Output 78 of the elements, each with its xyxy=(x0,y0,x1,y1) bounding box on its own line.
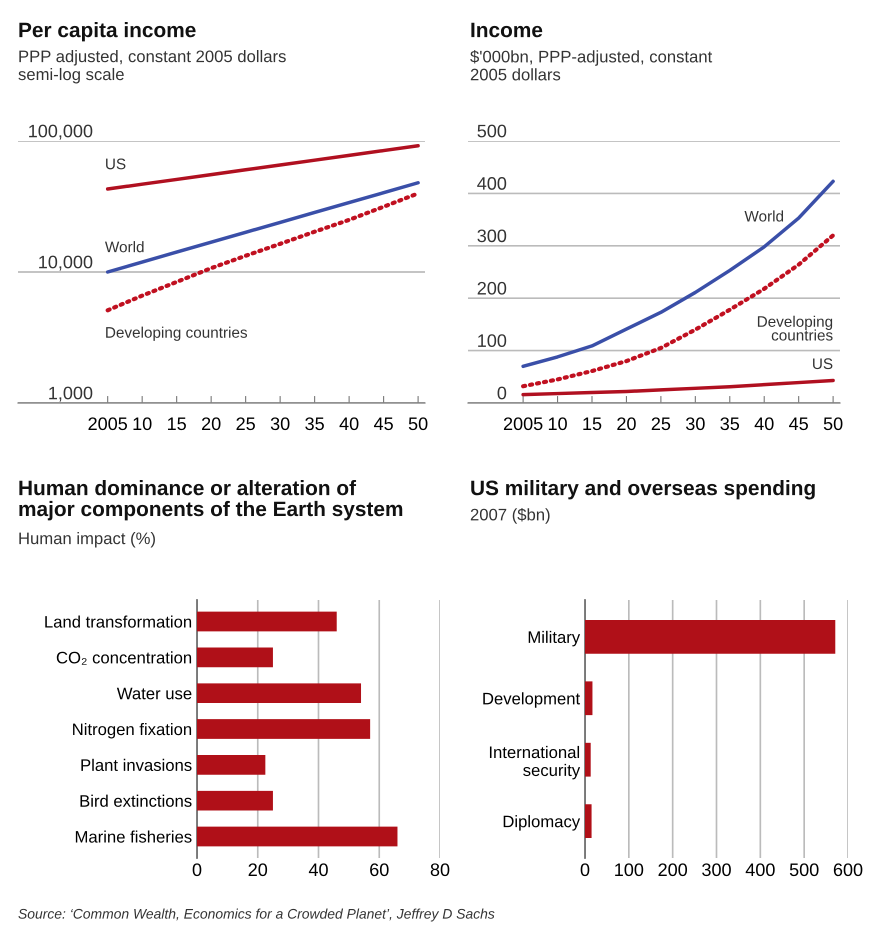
chart-subtitle: Human impact (%) xyxy=(19,532,155,548)
x-tick-label: 45 xyxy=(374,418,393,430)
bar xyxy=(197,683,362,704)
source-note: Source: ‘Common Wealth, Economics for a Crowded Planet’, Jeffrey D Sachs xyxy=(18,908,495,922)
chart-title: Per capita income xyxy=(19,22,196,42)
y-tick-label: 400 xyxy=(477,177,506,190)
chart-title: US military and overseas spending xyxy=(471,480,815,500)
bar xyxy=(197,790,273,811)
bar xyxy=(585,681,592,716)
y-tick-label: 1,000 xyxy=(49,386,92,402)
x-tick-label: 15 xyxy=(168,418,186,430)
y-tick-label: Marine fisheries xyxy=(76,830,192,843)
y-tick-label: 500 xyxy=(477,124,506,138)
x-tick-label: 25 xyxy=(236,417,255,430)
series-label: Developing countries xyxy=(758,316,833,341)
y-tick-label: Nitrogen fixation xyxy=(73,722,192,738)
x-tick-label: 10 xyxy=(548,417,567,430)
x-tick-label: 40 xyxy=(754,417,774,430)
y-tick-label: Development xyxy=(483,692,580,708)
x-tick-label: 2005 xyxy=(88,417,128,430)
x-tick-label: 20 xyxy=(617,417,636,430)
series-label: US xyxy=(813,358,832,370)
x-tick-label: 300 xyxy=(702,863,731,876)
y-tick-label: Bird extinctions xyxy=(80,794,192,807)
x-tick-label: 35 xyxy=(720,417,740,430)
y-tick-label: 200 xyxy=(478,282,506,295)
y-tick-label: Military xyxy=(528,630,580,646)
x-tick-label: 20 xyxy=(202,417,220,430)
x-tick-label: 200 xyxy=(658,863,688,876)
y-tick-label: 0 xyxy=(498,386,506,400)
y-tick-label: 100 xyxy=(478,334,506,348)
x-tick-label: 30 xyxy=(270,417,290,430)
x-tick-label: 500 xyxy=(790,863,819,876)
x-tick-label: 400 xyxy=(746,863,775,876)
x-tick-label: 25 xyxy=(652,417,670,430)
x-tick-label: 50 xyxy=(408,417,428,430)
x-tick-label: 35 xyxy=(305,417,324,430)
series-label: World xyxy=(104,241,144,252)
x-tick-label: 50 xyxy=(824,417,842,430)
bar xyxy=(197,719,370,739)
chart-subtitle: $'000bn, PPP-adjusted, constant 2005 dollars xyxy=(470,50,712,80)
chart-title: Human dominance or alteration of major components of the Earth system xyxy=(19,480,402,520)
series-label: Developing countries xyxy=(106,326,248,341)
x-tick-label: 0 xyxy=(580,863,590,876)
y-tick-label: Water use xyxy=(116,688,192,700)
y-tick-label: CO₂ concentration xyxy=(56,651,192,665)
chart-subtitle: PPP adjusted, constant 2005 dollars semi-log scale xyxy=(18,50,286,84)
bar xyxy=(585,742,591,777)
y-tick-label: 10,000 xyxy=(39,256,92,271)
series-label: World xyxy=(744,210,784,222)
y-tick-label: International security xyxy=(490,746,580,780)
chart-subtitle: 2007 ($bn) xyxy=(470,508,550,524)
y-tick-label: Diplomacy xyxy=(504,815,580,831)
y-tick-label: 100,000 xyxy=(29,124,92,140)
x-tick-label: 40 xyxy=(308,863,328,876)
bar xyxy=(197,754,266,775)
bar xyxy=(197,612,337,632)
x-tick-label: 20 xyxy=(248,863,268,876)
x-tick-label: 0 xyxy=(192,863,202,876)
chart-title: Income xyxy=(471,22,542,38)
bar xyxy=(197,647,273,668)
bar xyxy=(585,620,836,654)
x-tick-label: 40 xyxy=(339,417,358,430)
y-tick-label: Plant invasions xyxy=(81,758,192,772)
y-tick-label: 300 xyxy=(477,229,506,242)
series-label: US xyxy=(106,158,126,170)
x-tick-label: 60 xyxy=(370,863,389,876)
x-tick-label: 600 xyxy=(834,863,862,876)
x-tick-label: 100 xyxy=(615,863,644,876)
x-tick-label: 80 xyxy=(430,863,450,876)
bar xyxy=(197,826,398,846)
x-tick-label: 2005 xyxy=(504,417,542,430)
bar xyxy=(585,804,592,838)
x-tick-label: 10 xyxy=(134,417,152,430)
x-tick-label: 30 xyxy=(686,417,705,430)
x-tick-label: 45 xyxy=(789,418,808,430)
x-tick-label: 15 xyxy=(583,418,602,430)
y-tick-label: Land transformation xyxy=(45,615,192,628)
